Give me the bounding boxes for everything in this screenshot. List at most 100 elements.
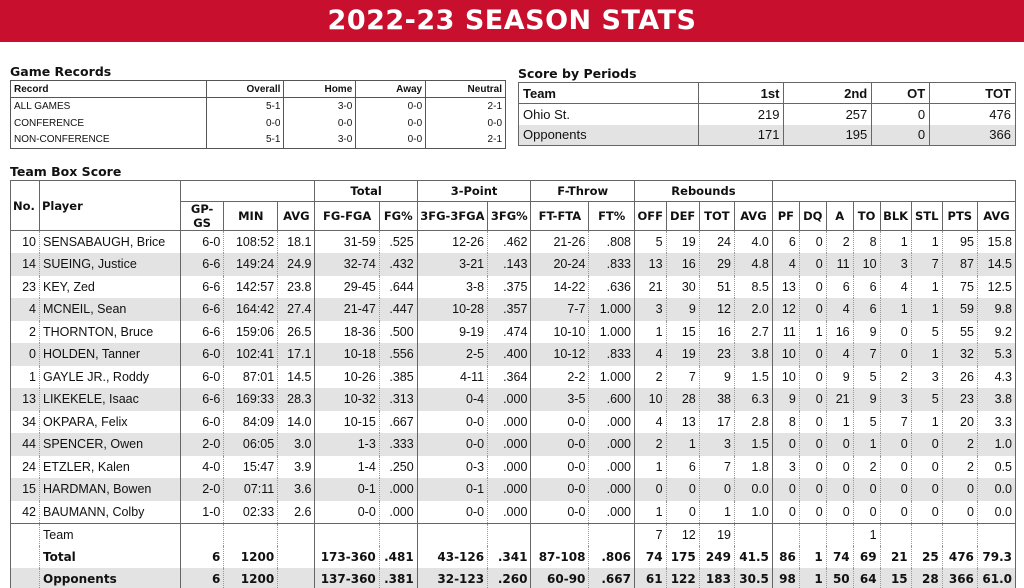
- box-score-cell: 6: [852, 275, 881, 298]
- box-score-cell: 61.0: [976, 568, 1017, 588]
- box-score-cell: 16: [665, 253, 700, 276]
- box-score-cell: .833: [588, 253, 635, 276]
- box-score-cell: 2: [941, 455, 978, 478]
- box-score-cell: 2: [825, 230, 854, 253]
- box-score-cell: 3: [633, 298, 667, 321]
- box-score-cell: 3.8: [976, 388, 1017, 411]
- no-header: No.: [10, 180, 40, 231]
- box-score-cell: .000: [378, 500, 418, 523]
- box-score-cell: 5: [910, 320, 943, 343]
- box-score-cell: 102:41: [223, 343, 278, 366]
- box-score-cell: .000: [378, 478, 418, 501]
- player-row: 4 MCNEIL, Sean 6-6 164:42 27.4 21-47.447 10-28…: [10, 298, 1017, 321]
- box-score-cell: 183: [698, 568, 735, 588]
- box-score-cell: .000: [487, 455, 531, 478]
- box-score-cell: 0: [852, 500, 881, 523]
- game-records-cell: 3-0: [283, 131, 357, 149]
- box-score-cell: 25: [910, 545, 943, 568]
- box-score-cell: .000: [487, 388, 531, 411]
- box-score-cell: 12.5: [976, 275, 1017, 298]
- box-score-column-header-row: GP-GS MIN AVG FG-FGA FG% 3FG-3FGA 3FG% FT-FTA FT…: [11, 201, 1017, 231]
- game-records-header: Away: [355, 80, 427, 98]
- box-score-cell: .000: [588, 500, 635, 523]
- box-score-cell: 0: [910, 455, 943, 478]
- box-score-cell: 0: [825, 500, 854, 523]
- box-score-cell: 0: [910, 478, 943, 501]
- box-score-cell: 79.3: [976, 545, 1017, 568]
- box-score-cell: 0-0: [530, 433, 589, 456]
- box-score-cell: 3: [910, 365, 943, 388]
- box-score-cell: 9.8: [976, 298, 1017, 321]
- player-row: 15 HARDMAN, Bowen 2-0 07:11 3.6 0-1.000 0-1.00…: [10, 478, 1017, 501]
- box-score-cell: 2-2: [530, 365, 589, 388]
- game-records-cell: 0-0: [205, 114, 285, 132]
- box-score-cell: [941, 522, 978, 546]
- score-by-periods-cell: 195: [783, 124, 873, 146]
- box-score-cell: 16: [698, 320, 735, 343]
- box-score-cell: 0: [798, 275, 827, 298]
- box-score-cell: 0: [771, 478, 800, 501]
- box-score-cell: .636: [588, 275, 635, 298]
- box-score-cell: 4: [825, 343, 854, 366]
- box-score-cell: 14: [10, 253, 40, 276]
- box-score-cell: 69: [852, 545, 881, 568]
- box-score-cell: 0.5: [976, 455, 1017, 478]
- box-score-cell: 7: [633, 522, 667, 546]
- box-score-cell: 10: [852, 253, 881, 276]
- column-header: TOT: [698, 201, 735, 231]
- column-header: TO: [852, 201, 881, 231]
- box-score-cell: 1: [798, 568, 827, 588]
- box-score-cell: 9: [852, 320, 881, 343]
- box-score-cell: [798, 522, 827, 546]
- game-records-title: Game Records: [10, 64, 112, 79]
- column-header: MIN: [223, 201, 279, 231]
- game-records-cell: ALL GAMES: [10, 97, 207, 115]
- box-score-cell: 1.5: [733, 365, 773, 388]
- box-score-cell: 3.8: [733, 343, 773, 366]
- box-score-cell: 74: [633, 545, 667, 568]
- column-header: AVG: [976, 201, 1017, 231]
- box-score-cell: 7: [698, 455, 735, 478]
- box-score-cell: 476: [941, 545, 978, 568]
- box-score-cell: 0-0: [416, 433, 488, 456]
- game-records-row: ALL GAMES 5-1 3-0 0-0 2-1: [10, 97, 506, 115]
- box-score-cell: 9: [698, 365, 735, 388]
- box-score-cell: [976, 522, 1017, 546]
- box-score-cell: 11: [771, 320, 800, 343]
- box-score-cell: 6-0: [179, 230, 224, 253]
- box-score-cell: 7: [665, 365, 700, 388]
- box-score-cell: [530, 522, 589, 546]
- box-score-cell: 0: [798, 365, 827, 388]
- box-score-cell: 4-11: [416, 365, 488, 388]
- game-records-cell: 5-1: [205, 97, 285, 115]
- score-by-periods-cell: Opponents: [518, 124, 699, 146]
- box-score-cell: 1: [910, 410, 943, 433]
- player-row: 42 BAUMANN, Colby 1-0 02:33 2.6 0-0.000 0-0.00…: [10, 500, 1017, 523]
- box-score-cell: 2: [633, 365, 667, 388]
- box-score-cell: 4: [771, 253, 800, 276]
- game-records-cell: 0-0: [355, 131, 427, 149]
- box-score-cell: 17: [698, 410, 735, 433]
- box-score-cell: 0: [798, 410, 827, 433]
- score-by-periods-cell: 171: [697, 124, 785, 146]
- box-score-cell: 0: [910, 433, 943, 456]
- box-score-cell: 2.6: [277, 500, 315, 523]
- box-score-cell: 23: [698, 343, 735, 366]
- box-score-cell: .000: [588, 478, 635, 501]
- box-score-cell: 12: [771, 298, 800, 321]
- column-header: 3FG-3FGA: [416, 201, 489, 231]
- box-score-cell: 26: [941, 365, 978, 388]
- box-score-cell: .806: [588, 545, 635, 568]
- box-score-cell: 24: [10, 455, 40, 478]
- opponents-row: Opponents 6 1200 137-360.381 32-123.260 60-90…: [10, 568, 1017, 588]
- box-score-cell: 15:47: [223, 455, 278, 478]
- box-score-cell: 0: [798, 478, 827, 501]
- box-score-cell: 21: [633, 275, 667, 298]
- box-score-cell: 20-24: [530, 253, 589, 276]
- box-score-cell: 1: [825, 410, 854, 433]
- box-score-cell: 1: [633, 500, 667, 523]
- box-score-cell: 1200: [223, 545, 278, 568]
- player-row: 14 SUEING, Justice 6-6 149:24 24.9 32-74.432 3…: [10, 253, 1017, 276]
- box-score-cell: .667: [588, 568, 635, 588]
- score-by-periods-table: Team 1st 2nd OT TOT Ohio St. 219 257 0 476 Opponen…: [518, 82, 1016, 146]
